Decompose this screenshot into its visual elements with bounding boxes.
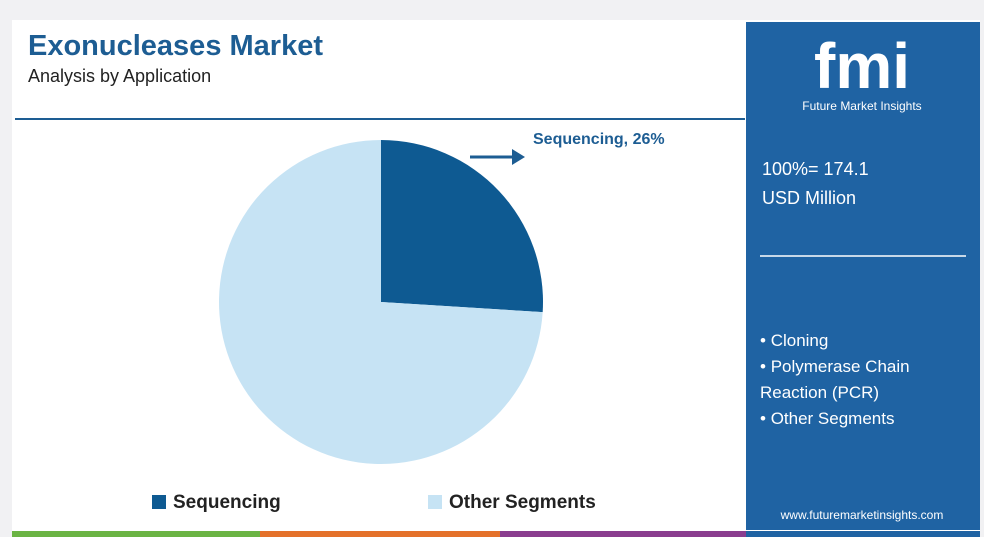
pie-slice xyxy=(381,140,543,313)
arrow-head xyxy=(512,149,525,165)
legend-swatch xyxy=(428,495,442,509)
stripe xyxy=(260,531,500,537)
legend-label: Other Segments xyxy=(449,492,596,513)
total-label: 100%= 174.1 xyxy=(762,159,869,179)
side-panel xyxy=(746,22,980,530)
pie-slice xyxy=(219,140,543,465)
logo: fmi xyxy=(814,30,910,102)
legend-label: Sequencing xyxy=(173,492,281,513)
stripe xyxy=(500,531,746,537)
brand: Future Market Insights xyxy=(802,99,921,113)
chart-title: Exonucleases Market xyxy=(28,30,323,62)
legend-swatch xyxy=(152,495,166,509)
website: www.futuremarketinsights.com xyxy=(780,508,944,522)
stripe xyxy=(746,531,980,537)
segment-item: Cloning xyxy=(760,328,965,354)
data-label: Sequencing, 26% xyxy=(533,131,665,148)
segment-list: Cloning Polymerase Chain Reaction (PCR) … xyxy=(760,328,965,432)
unit: USD Million xyxy=(762,188,856,208)
chart-subtitle: Analysis by Application xyxy=(28,66,211,86)
segment-item: Polymerase Chain Reaction (PCR) xyxy=(760,354,965,406)
stripe xyxy=(12,531,260,537)
segment-item: Other Segments xyxy=(760,406,965,432)
